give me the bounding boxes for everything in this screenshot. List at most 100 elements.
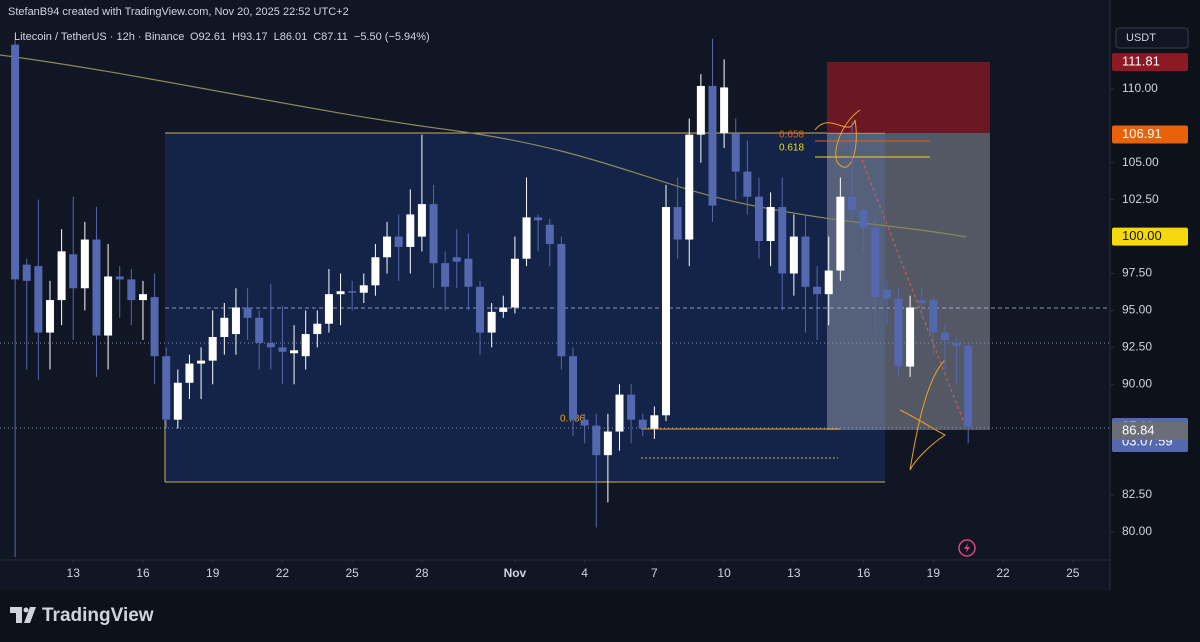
price-tag-label: 100.00 [1122,228,1162,243]
candle-body [731,133,740,172]
y-tick-label: 90.00 [1122,376,1152,390]
x-tick-label: 25 [1066,566,1080,580]
candle-body [57,251,66,301]
candle-body [638,419,647,429]
x-tick-label: 19 [927,566,941,580]
candle-body [487,311,496,333]
price-tag-label: 111.81 [1122,54,1160,69]
candle-body [813,286,822,295]
candle-body [45,300,54,333]
price-tag-label: 86.84 [1122,422,1155,437]
x-tick-label: Nov [504,566,527,580]
candle-body [104,276,113,336]
brand: TradingView [42,605,154,626]
candle-body [92,239,101,336]
candle-body [859,210,868,228]
candle-body [557,243,566,357]
candle-body [720,87,729,134]
candle-body [255,317,264,343]
x-tick-label: 19 [206,566,220,580]
candle-body [406,214,415,247]
fib-label: 0.658 [779,130,804,141]
candle-body [266,342,275,348]
candle-body [685,134,694,240]
price-tag [1112,53,1188,72]
x-tick-label: 25 [345,566,359,580]
candle-body [789,236,798,274]
candle-body [580,419,589,426]
candle-body [708,85,717,206]
candle-body [80,239,89,289]
x-tick-label: 22 [276,566,290,580]
price-tag-label: 106.91 [1122,126,1162,141]
candle-body [231,307,240,335]
candle-body [313,323,322,335]
candle-body [906,307,915,367]
x-tick-label: 7 [651,566,658,580]
candle-body [882,289,891,299]
candle-body [952,342,961,346]
y-tick-label: 102.50 [1122,192,1159,206]
candle-body [115,276,124,280]
candle-body [696,85,705,135]
candle-body [452,257,461,262]
candle-body [836,196,845,271]
candle-body [662,207,670,416]
candle-body [766,207,775,242]
candle-body [220,317,229,338]
candle-body [383,236,392,258]
candle-body [22,264,31,281]
candle-body [534,217,543,221]
candle-body [650,415,659,429]
candle-body [499,307,508,312]
candle-body [162,356,171,420]
candle-body [871,227,880,298]
target-zone [827,133,990,430]
x-tick-label: 16 [857,566,871,580]
y-tick-label: 97.50 [1122,266,1152,280]
legend-value: C87.11 [313,31,348,43]
candle-body [917,300,926,304]
candles [11,38,973,558]
candle-body [34,266,43,333]
price-tag [1112,227,1188,246]
y-tick-label: 80.00 [1122,524,1152,538]
candle-body [778,207,787,274]
y-tick-label: 105.00 [1122,155,1159,169]
y-tick-label: 82.50 [1122,487,1152,501]
candle-body [615,394,624,432]
candle-body [441,263,450,287]
x-tick-label: 28 [415,566,429,580]
price-tag [1112,125,1188,144]
candle-body [592,425,601,456]
moving-average [0,54,967,238]
price-tag [1112,421,1188,440]
candle-body [290,350,299,354]
sketch [814,109,861,168]
candle-body [208,337,217,361]
y-tick-label: 95.00 [1122,303,1152,317]
y-tick-label: 92.50 [1122,340,1152,354]
sketch [899,359,946,471]
candle-body [627,394,636,420]
alert-icon[interactable] [958,539,976,557]
x-tick-label: 10 [717,566,731,580]
candle-body [510,258,519,308]
x-tick-label: 13 [67,566,81,580]
candle-body [301,334,310,357]
logo: TradingView [10,605,154,626]
x-tick-label: 22 [996,566,1010,580]
candle-body [127,279,136,301]
candle-body [754,196,763,242]
candle-body [371,257,380,286]
candle-body [243,307,252,318]
candle-body [394,236,403,247]
header: StefanB94 created with TradingView.com, … [8,6,349,18]
candle-body [545,224,554,244]
currency-box[interactable] [1115,27,1189,49]
candle-body [150,297,159,357]
symbol: Litecoin / TetherUS · 12h · Binance [14,31,184,43]
candle-body [964,345,973,427]
candle-body [673,207,682,240]
candle-body [359,285,368,293]
